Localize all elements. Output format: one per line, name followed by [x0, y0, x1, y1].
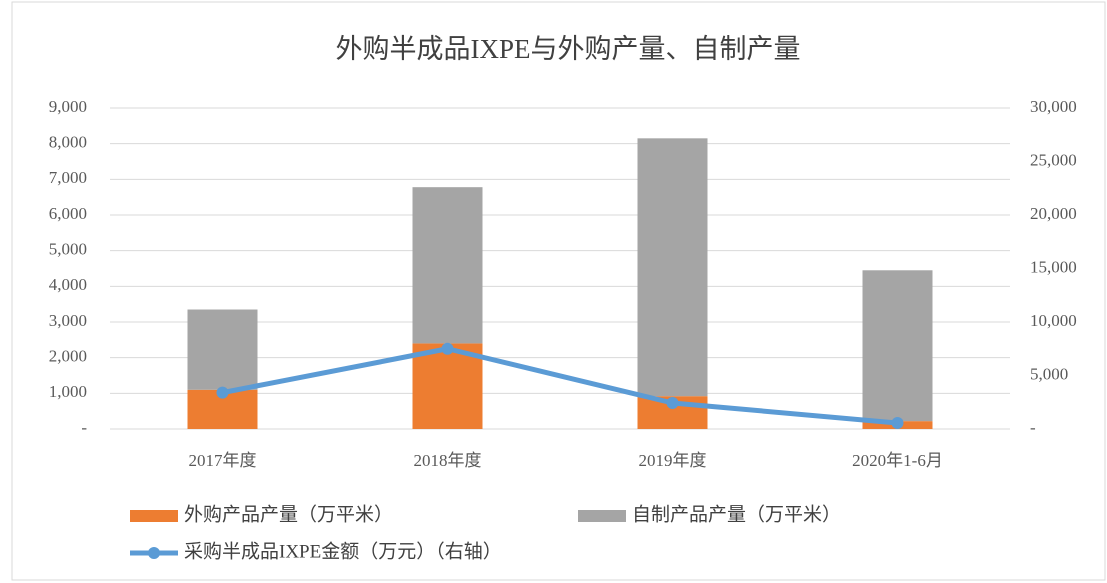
y-tick-label: 8,000 [49, 133, 87, 152]
y2-tick-label: 5,000 [1030, 364, 1068, 383]
x-tick-label: 2018年度 [414, 451, 482, 470]
y2-tick-label: 20,000 [1030, 204, 1077, 223]
x-tick-label: 2017年度 [189, 451, 257, 470]
y-tick-label: 2,000 [49, 347, 87, 366]
y-tick-label: 4,000 [49, 275, 87, 294]
legend-label: 采购半成品IXPE金额（万元）（右轴） [184, 540, 502, 562]
y-tick-label: 1,000 [49, 382, 87, 401]
y2-tick-label: 30,000 [1030, 97, 1077, 116]
bar-segment [862, 270, 933, 422]
y-tick-label: 5,000 [49, 240, 87, 259]
bar-segment [412, 187, 483, 344]
chart-frame [11, 1, 1106, 581]
y-tick-label: 6,000 [49, 204, 87, 223]
line-marker [666, 396, 679, 409]
y2-tick-label: 15,000 [1030, 257, 1077, 276]
line-marker [891, 417, 904, 430]
legend-swatch [148, 547, 160, 559]
y-tick-label: 3,000 [49, 311, 87, 330]
y2-tick-label: - [1030, 418, 1036, 437]
y-tick-label: 9,000 [49, 97, 87, 116]
chart-title: 外购半成品IXPE与外购产量、自制产量 [336, 34, 801, 64]
line-marker [441, 342, 454, 355]
x-tick-label: 2020年1-6月 [852, 451, 943, 470]
x-tick-label: 2019年度 [639, 451, 707, 470]
y2-tick-label: 25,000 [1030, 150, 1077, 169]
y-tick-label: 7,000 [49, 168, 87, 187]
line-marker [216, 386, 229, 399]
legend-swatch [578, 510, 626, 522]
bar-segment [187, 309, 258, 390]
legend-label: 自制产品产量（万平米） [632, 503, 841, 525]
legend-label: 外购产品产量（万平米） [184, 503, 393, 525]
bar-segment [412, 343, 483, 429]
line-series [222, 346, 898, 426]
y2-tick-label: 10,000 [1030, 311, 1077, 330]
y-tick-label: - [81, 418, 87, 437]
legend-swatch [130, 510, 178, 522]
bar-segment [637, 138, 708, 397]
